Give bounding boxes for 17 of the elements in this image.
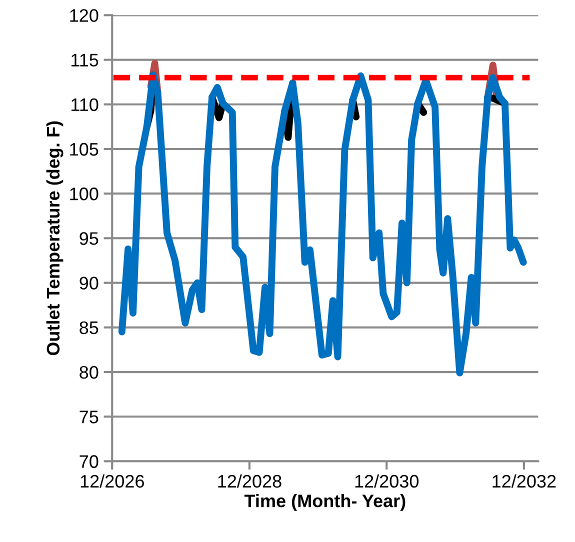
- x-tick-label: 12/2028: [218, 474, 282, 488]
- x-axis-title: Time (Month- Year): [244, 494, 406, 511]
- x-tick-label: 12/2026: [80, 474, 144, 488]
- x-tick-label: 12/2032: [492, 474, 556, 488]
- x-tick-label: 12/2030: [355, 474, 419, 488]
- y-tick-label: 115: [72, 54, 98, 67]
- y-tick-label: 110: [72, 98, 98, 112]
- y-tick-label: 120: [70, 9, 98, 22]
- y-tick-label: 90: [80, 276, 98, 290]
- y-axis-title: Outlet Temperature (deg. F): [46, 121, 64, 356]
- y-tick-label: 100: [70, 188, 98, 200]
- y-tick-label: 75: [80, 410, 98, 424]
- y-tick-label: 105: [70, 142, 98, 156]
- y-tick-label: 85: [80, 321, 98, 334]
- y-tick-label: 80: [80, 366, 98, 379]
- y-tick-label: 95: [80, 232, 98, 245]
- y-tick-label: 70: [80, 455, 98, 468]
